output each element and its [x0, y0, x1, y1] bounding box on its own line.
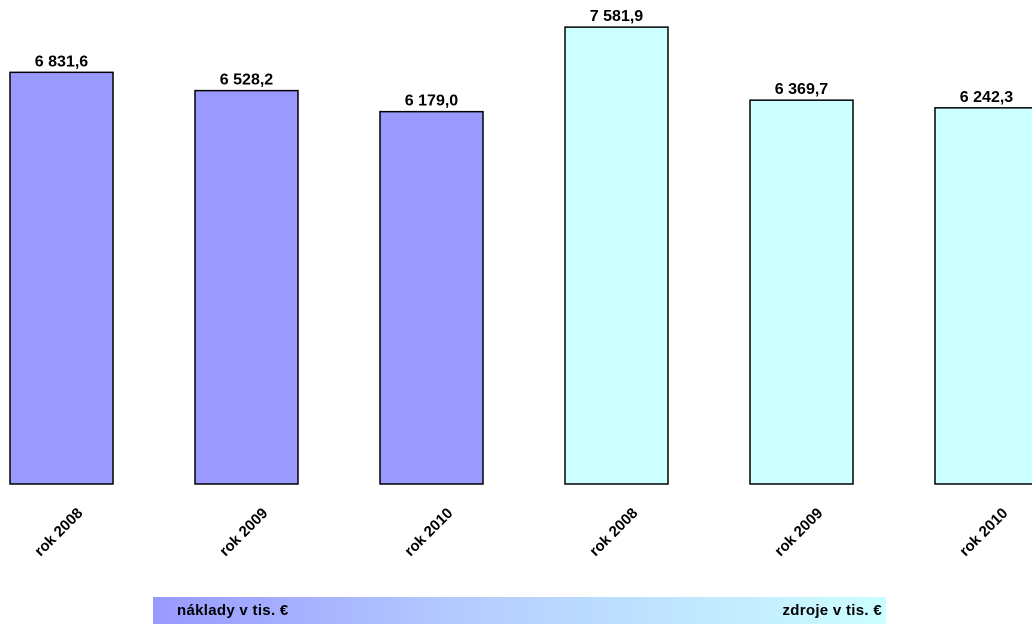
value-label-1: 6 831,6 — [35, 53, 88, 70]
bar-3 — [379, 110, 484, 485]
category-label-2: rok 2009 — [216, 505, 271, 560]
bar-1 — [9, 71, 114, 485]
legend-gradient-bar: náklady v tis. € zdroje v tis. € — [153, 597, 886, 624]
category-label-3: rok 2010 — [401, 505, 456, 560]
category-label-6: rok 2010 — [956, 505, 1011, 560]
category-label-1: rok 2008 — [31, 505, 86, 560]
legend-label-costs: náklady v tis. € — [177, 602, 289, 619]
bar-4 — [564, 26, 669, 485]
value-label-5: 6 369,7 — [775, 81, 828, 98]
bar-5 — [749, 99, 854, 485]
legend-label-sources: zdroje v tis. € — [782, 602, 882, 619]
category-label-5: rok 2009 — [771, 505, 826, 560]
bar-2 — [194, 89, 299, 485]
value-label-3: 6 179,0 — [405, 93, 458, 110]
value-label-6: 6 242,3 — [960, 89, 1013, 106]
value-label-2: 6 528,2 — [220, 72, 273, 89]
category-label-4: rok 2008 — [586, 505, 641, 560]
value-label-4: 7 581,9 — [590, 8, 643, 25]
bar-6 — [934, 107, 1032, 485]
